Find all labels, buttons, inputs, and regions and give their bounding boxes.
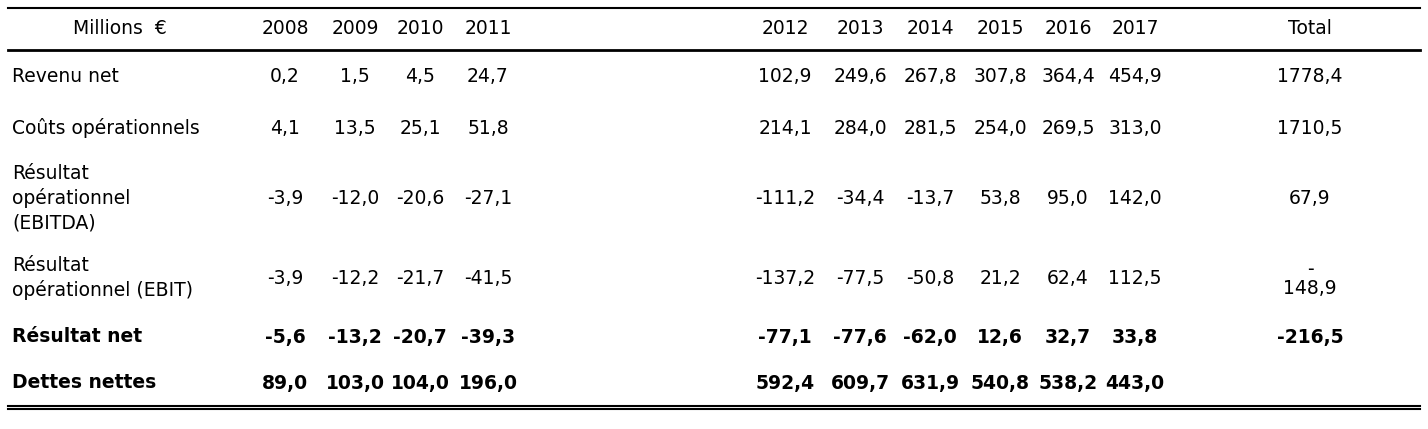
Text: 2013: 2013 xyxy=(837,19,884,39)
Text: -20,6: -20,6 xyxy=(396,188,444,208)
Text: -: - xyxy=(1307,260,1314,280)
Text: 2010: 2010 xyxy=(396,19,444,39)
Text: 51,8: 51,8 xyxy=(467,118,508,138)
Text: 2009: 2009 xyxy=(331,19,378,39)
Text: -3,9: -3,9 xyxy=(267,269,303,287)
Text: Revenu net: Revenu net xyxy=(11,66,119,85)
Text: 104,0: 104,0 xyxy=(391,374,450,393)
Text: 53,8: 53,8 xyxy=(980,188,1021,208)
Text: -39,3: -39,3 xyxy=(461,327,516,347)
Text: 33,8: 33,8 xyxy=(1112,327,1158,347)
Text: Résultat net: Résultat net xyxy=(11,327,143,347)
Text: 95,0: 95,0 xyxy=(1047,188,1088,208)
Text: 2011: 2011 xyxy=(464,19,511,39)
Text: -21,7: -21,7 xyxy=(396,269,444,287)
Text: Total: Total xyxy=(1288,19,1332,39)
Text: 67,9: 67,9 xyxy=(1289,188,1331,208)
Text: 102,9: 102,9 xyxy=(758,66,811,85)
Text: 538,2: 538,2 xyxy=(1038,374,1098,393)
Text: 254,0: 254,0 xyxy=(974,118,1027,138)
Text: Résultat
opérationnel
(EBITDA): Résultat opérationnel (EBITDA) xyxy=(11,163,130,233)
Text: 13,5: 13,5 xyxy=(334,118,376,138)
Text: -3,9: -3,9 xyxy=(267,188,303,208)
Text: 281,5: 281,5 xyxy=(904,118,957,138)
Text: 32,7: 32,7 xyxy=(1045,327,1091,347)
Text: 454,9: 454,9 xyxy=(1108,66,1162,85)
Text: 25,1: 25,1 xyxy=(400,118,441,138)
Text: Résultat
opérationnel (EBIT): Résultat opérationnel (EBIT) xyxy=(11,256,193,300)
Text: 21,2: 21,2 xyxy=(980,269,1021,287)
Text: -20,7: -20,7 xyxy=(393,327,447,347)
Text: 112,5: 112,5 xyxy=(1108,269,1162,287)
Text: 249,6: 249,6 xyxy=(833,66,887,85)
Text: -27,1: -27,1 xyxy=(464,188,513,208)
Text: -41,5: -41,5 xyxy=(464,269,513,287)
Text: 4,5: 4,5 xyxy=(406,66,436,85)
Text: 0,2: 0,2 xyxy=(270,66,300,85)
Text: 2014: 2014 xyxy=(907,19,954,39)
Text: 540,8: 540,8 xyxy=(971,374,1030,393)
Text: -62,0: -62,0 xyxy=(902,327,957,347)
Text: -137,2: -137,2 xyxy=(755,269,815,287)
Text: -13,7: -13,7 xyxy=(905,188,954,208)
Text: 142,0: 142,0 xyxy=(1108,188,1162,208)
Text: 4,1: 4,1 xyxy=(270,118,300,138)
Text: 1778,4: 1778,4 xyxy=(1277,66,1342,85)
Text: -50,8: -50,8 xyxy=(905,269,954,287)
Text: Millions  €: Millions € xyxy=(73,19,167,39)
Text: 103,0: 103,0 xyxy=(326,374,384,393)
Text: 2012: 2012 xyxy=(761,19,808,39)
Text: -12,2: -12,2 xyxy=(331,269,378,287)
Text: 592,4: 592,4 xyxy=(755,374,814,393)
Text: 1710,5: 1710,5 xyxy=(1277,118,1342,138)
Text: -111,2: -111,2 xyxy=(755,188,815,208)
Text: 2015: 2015 xyxy=(977,19,1024,39)
Text: 609,7: 609,7 xyxy=(831,374,890,393)
Text: -34,4: -34,4 xyxy=(835,188,884,208)
Text: 443,0: 443,0 xyxy=(1105,374,1165,393)
Text: Dettes nettes: Dettes nettes xyxy=(11,374,156,393)
Text: 62,4: 62,4 xyxy=(1047,269,1090,287)
Text: -77,6: -77,6 xyxy=(833,327,887,347)
Text: 284,0: 284,0 xyxy=(833,118,887,138)
Text: 24,7: 24,7 xyxy=(467,66,508,85)
Text: 307,8: 307,8 xyxy=(974,66,1027,85)
Text: 196,0: 196,0 xyxy=(458,374,517,393)
Text: 269,5: 269,5 xyxy=(1041,118,1095,138)
Text: -216,5: -216,5 xyxy=(1277,327,1344,347)
Text: 631,9: 631,9 xyxy=(901,374,960,393)
Text: -12,0: -12,0 xyxy=(331,188,378,208)
Text: -5,6: -5,6 xyxy=(264,327,306,347)
Text: 12,6: 12,6 xyxy=(977,327,1022,347)
Text: -13,2: -13,2 xyxy=(328,327,381,347)
Text: 313,0: 313,0 xyxy=(1108,118,1162,138)
Text: Coûts opérationnels: Coûts opérationnels xyxy=(11,118,200,138)
Text: 2008: 2008 xyxy=(261,19,308,39)
Text: -77,1: -77,1 xyxy=(758,327,811,347)
Text: 89,0: 89,0 xyxy=(261,374,308,393)
Text: 364,4: 364,4 xyxy=(1041,66,1095,85)
Text: -77,5: -77,5 xyxy=(835,269,884,287)
Text: 148,9: 148,9 xyxy=(1284,278,1337,297)
Text: 267,8: 267,8 xyxy=(904,66,957,85)
Text: 2017: 2017 xyxy=(1111,19,1158,39)
Text: 2016: 2016 xyxy=(1044,19,1092,39)
Text: 214,1: 214,1 xyxy=(758,118,811,138)
Text: 1,5: 1,5 xyxy=(340,66,370,85)
